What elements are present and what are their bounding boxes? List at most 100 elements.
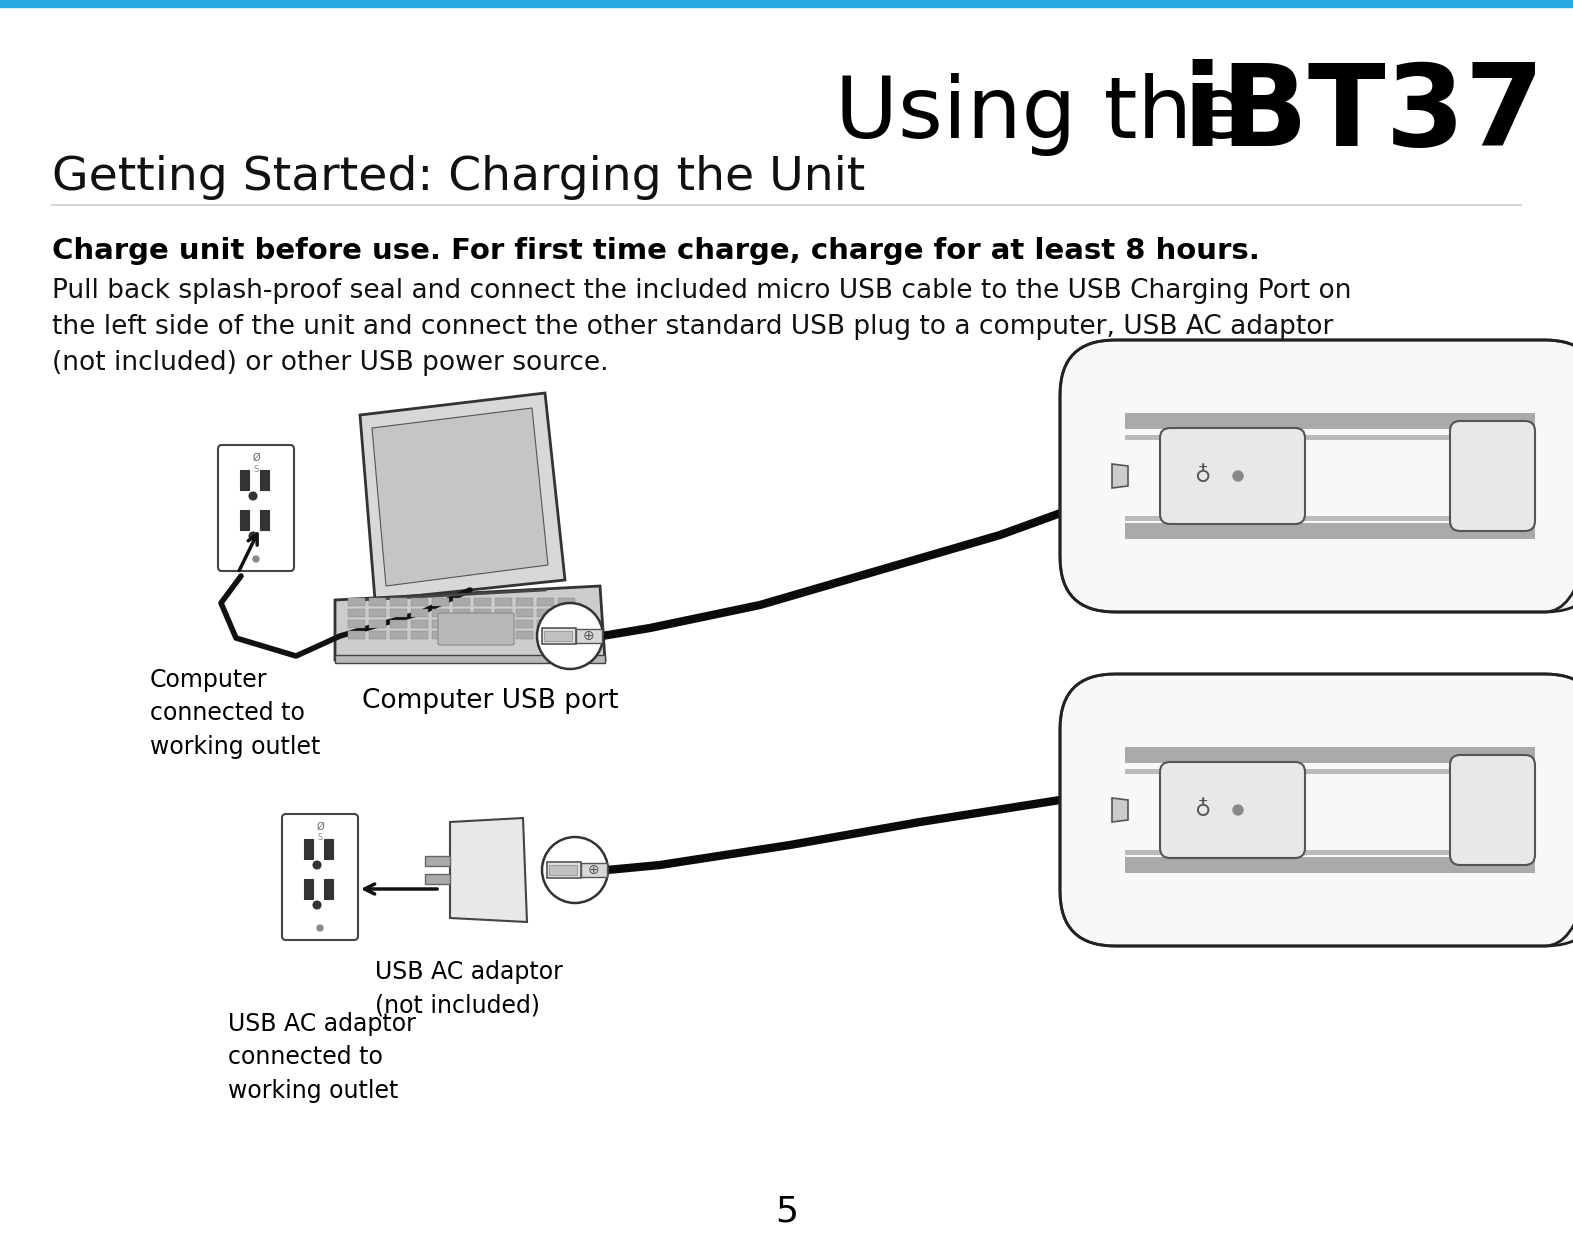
FancyBboxPatch shape bbox=[1159, 762, 1306, 858]
FancyBboxPatch shape bbox=[219, 445, 294, 571]
Bar bbox=[348, 620, 365, 628]
Bar bbox=[411, 609, 428, 617]
Bar bbox=[335, 656, 606, 663]
Text: Pull back splash-proof seal and connect the included micro USB cable to the USB : Pull back splash-proof seal and connect … bbox=[52, 278, 1351, 304]
Circle shape bbox=[249, 492, 256, 500]
Bar bbox=[1125, 523, 1535, 539]
Text: (not included) or other USB power source.: (not included) or other USB power source… bbox=[52, 350, 609, 376]
Bar bbox=[473, 620, 491, 628]
FancyBboxPatch shape bbox=[437, 614, 514, 644]
Bar bbox=[1125, 769, 1535, 774]
Bar bbox=[370, 609, 385, 617]
Bar bbox=[576, 628, 602, 643]
Bar bbox=[473, 631, 491, 640]
Bar bbox=[260, 510, 269, 529]
Text: Charge unit before use. For first time charge, charge for at least 8 hours.: Charge unit before use. For first time c… bbox=[52, 238, 1260, 265]
Polygon shape bbox=[1112, 798, 1128, 823]
Text: S: S bbox=[253, 465, 258, 474]
Circle shape bbox=[1233, 471, 1243, 481]
Text: S: S bbox=[318, 834, 322, 842]
Bar bbox=[473, 609, 491, 617]
Bar bbox=[411, 631, 428, 640]
Bar bbox=[473, 597, 491, 606]
Bar bbox=[304, 839, 313, 858]
Text: USB AC adaptor
connected to
working outlet: USB AC adaptor connected to working outl… bbox=[228, 1012, 415, 1103]
Text: ⊕: ⊕ bbox=[584, 628, 595, 643]
Bar bbox=[1125, 516, 1535, 521]
Bar bbox=[516, 620, 533, 628]
Circle shape bbox=[249, 532, 256, 541]
Bar bbox=[425, 875, 450, 884]
Bar bbox=[495, 620, 511, 628]
Bar bbox=[549, 865, 577, 875]
Polygon shape bbox=[450, 818, 527, 922]
Text: Using the: Using the bbox=[835, 73, 1273, 157]
Bar bbox=[580, 863, 607, 877]
Bar bbox=[241, 510, 249, 529]
Bar bbox=[495, 609, 511, 617]
Bar bbox=[370, 620, 385, 628]
Bar bbox=[260, 470, 269, 490]
Bar bbox=[1125, 850, 1535, 855]
Text: ⊕: ⊕ bbox=[588, 863, 599, 877]
FancyBboxPatch shape bbox=[282, 814, 359, 940]
Bar bbox=[495, 631, 511, 640]
Bar bbox=[1125, 413, 1535, 429]
Bar bbox=[411, 620, 428, 628]
Text: Getting Started: Charging the Unit: Getting Started: Charging the Unit bbox=[52, 156, 865, 200]
Bar bbox=[425, 856, 450, 866]
Bar bbox=[536, 597, 554, 606]
Bar bbox=[324, 880, 333, 899]
Text: Computer USB port: Computer USB port bbox=[362, 688, 618, 714]
Bar bbox=[348, 609, 365, 617]
Bar bbox=[453, 597, 470, 606]
Bar bbox=[390, 631, 407, 640]
Bar bbox=[536, 631, 554, 640]
Bar bbox=[1125, 747, 1535, 763]
Bar bbox=[411, 597, 428, 606]
Bar bbox=[558, 597, 576, 606]
Text: Ø: Ø bbox=[252, 453, 260, 463]
FancyBboxPatch shape bbox=[1159, 428, 1306, 524]
Bar bbox=[558, 620, 576, 628]
FancyBboxPatch shape bbox=[1060, 340, 1573, 612]
Text: ♁: ♁ bbox=[1194, 466, 1210, 486]
Bar bbox=[558, 609, 576, 617]
Bar bbox=[370, 597, 385, 606]
FancyBboxPatch shape bbox=[1060, 674, 1573, 946]
Bar bbox=[544, 631, 573, 641]
Text: Computer
connected to
working outlet: Computer connected to working outlet bbox=[149, 668, 321, 760]
Bar bbox=[453, 631, 470, 640]
Bar bbox=[453, 609, 470, 617]
Circle shape bbox=[313, 901, 321, 909]
Bar bbox=[1125, 857, 1535, 873]
Bar bbox=[1125, 435, 1535, 440]
Circle shape bbox=[313, 861, 321, 870]
Bar bbox=[0, 0, 1573, 7]
Text: iBT37: iBT37 bbox=[1183, 59, 1545, 171]
Text: 5: 5 bbox=[775, 1195, 798, 1230]
Bar bbox=[433, 597, 448, 606]
Polygon shape bbox=[360, 393, 565, 600]
Bar bbox=[516, 597, 533, 606]
Bar bbox=[543, 628, 576, 644]
Bar bbox=[536, 620, 554, 628]
Text: Ø: Ø bbox=[316, 823, 324, 833]
Text: USB AC adaptor
(not included): USB AC adaptor (not included) bbox=[374, 960, 563, 1018]
Bar bbox=[516, 631, 533, 640]
Circle shape bbox=[318, 925, 322, 931]
Circle shape bbox=[1233, 805, 1243, 815]
Bar bbox=[324, 839, 333, 858]
FancyBboxPatch shape bbox=[1450, 421, 1535, 531]
Bar bbox=[390, 597, 407, 606]
Bar bbox=[495, 597, 511, 606]
Bar bbox=[348, 597, 365, 606]
Polygon shape bbox=[371, 408, 547, 586]
Bar bbox=[433, 609, 448, 617]
Polygon shape bbox=[1112, 464, 1128, 489]
Circle shape bbox=[536, 602, 602, 669]
FancyBboxPatch shape bbox=[1450, 755, 1535, 865]
Bar bbox=[241, 470, 249, 490]
Bar bbox=[547, 862, 580, 878]
Text: ♁: ♁ bbox=[1194, 800, 1210, 820]
